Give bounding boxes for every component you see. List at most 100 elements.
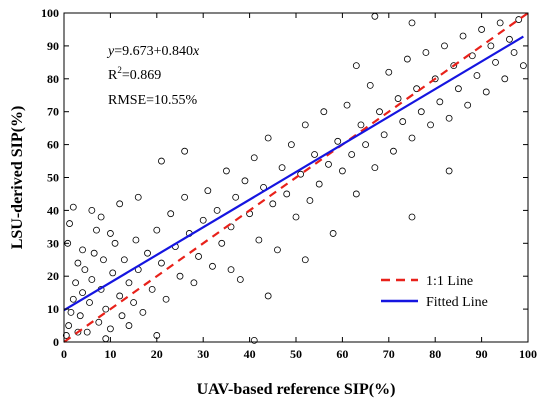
data-point bbox=[352, 190, 360, 198]
data-point bbox=[380, 131, 388, 139]
regression-equation: y=9.673+0.840x bbox=[106, 44, 200, 59]
data-point bbox=[62, 332, 70, 339]
r-squared-text: R2=0.869 bbox=[108, 65, 161, 83]
data-point bbox=[199, 216, 207, 224]
data-point bbox=[116, 292, 124, 300]
data-point bbox=[88, 206, 96, 214]
data-point bbox=[473, 72, 481, 79]
data-point bbox=[125, 279, 133, 287]
data-point bbox=[162, 295, 170, 303]
x-tick-label: 50 bbox=[290, 347, 302, 361]
data-point bbox=[79, 246, 86, 254]
data-point bbox=[90, 249, 98, 257]
data-point bbox=[427, 121, 434, 129]
data-point bbox=[132, 236, 140, 244]
x-axis-title: UAV-based reference SIP(%) bbox=[197, 381, 396, 398]
scatter-points bbox=[62, 12, 527, 344]
data-point bbox=[362, 141, 370, 149]
data-point bbox=[506, 35, 513, 43]
data-point bbox=[315, 180, 323, 188]
data-point bbox=[297, 170, 305, 178]
data-point bbox=[69, 203, 77, 211]
y-tick-label: 100 bbox=[41, 6, 59, 20]
data-point bbox=[72, 279, 79, 287]
data-point bbox=[468, 52, 476, 60]
data-point bbox=[478, 26, 486, 33]
data-point bbox=[287, 141, 295, 149]
data-point bbox=[118, 312, 126, 320]
data-point bbox=[264, 134, 272, 142]
legend-label: Fitted Line bbox=[426, 295, 488, 310]
data-point bbox=[195, 253, 202, 260]
data-point bbox=[464, 101, 472, 109]
data-point bbox=[250, 336, 258, 344]
data-point bbox=[66, 220, 73, 227]
x-tick-label: 10 bbox=[104, 347, 116, 361]
data-point bbox=[445, 167, 453, 175]
data-point bbox=[292, 213, 300, 221]
data-point bbox=[222, 167, 230, 175]
data-point bbox=[343, 101, 351, 109]
data-point bbox=[366, 81, 374, 89]
data-point bbox=[482, 88, 490, 96]
y-tick-label: 10 bbox=[47, 302, 59, 316]
data-point bbox=[454, 85, 462, 93]
rmse-text: RMSE=10.55% bbox=[108, 93, 198, 108]
regression-annotation: y=9.673+0.840x R2=0.869 RMSE=10.55% bbox=[106, 44, 200, 108]
data-point bbox=[301, 121, 309, 129]
data-point bbox=[100, 256, 107, 264]
data-point bbox=[167, 210, 175, 218]
x-tick-label: 80 bbox=[429, 347, 441, 361]
data-point bbox=[232, 193, 240, 201]
data-point bbox=[264, 292, 272, 300]
data-point bbox=[67, 308, 75, 316]
x-tick-label: 90 bbox=[476, 347, 488, 361]
data-point bbox=[209, 262, 216, 270]
y-tick-label: 50 bbox=[47, 171, 59, 185]
data-point bbox=[376, 108, 383, 116]
data-point bbox=[102, 335, 110, 343]
data-point bbox=[218, 239, 226, 247]
data-point bbox=[459, 32, 467, 40]
x-tick-label: 40 bbox=[244, 347, 256, 361]
y-tick-label: 70 bbox=[47, 105, 59, 119]
data-point bbox=[93, 226, 100, 234]
x-tick-label: 0 bbox=[61, 347, 67, 361]
data-point bbox=[213, 206, 221, 214]
x-tick-label: 30 bbox=[197, 347, 209, 361]
data-point bbox=[107, 230, 114, 237]
data-point bbox=[81, 266, 89, 274]
x-tick-label: 60 bbox=[336, 347, 348, 361]
data-point bbox=[487, 42, 495, 50]
data-point bbox=[385, 68, 393, 76]
reference-lines bbox=[63, 12, 529, 343]
data-point bbox=[329, 230, 337, 237]
data-point bbox=[352, 62, 360, 70]
one-to-one-line bbox=[63, 12, 529, 343]
data-point bbox=[255, 236, 263, 244]
data-point bbox=[408, 19, 416, 27]
data-point bbox=[181, 193, 189, 201]
data-point bbox=[158, 157, 165, 165]
data-point bbox=[269, 200, 277, 208]
data-point bbox=[492, 58, 499, 66]
data-point bbox=[338, 167, 346, 175]
data-point bbox=[95, 318, 103, 326]
data-point bbox=[510, 49, 518, 56]
data-point bbox=[334, 137, 342, 145]
data-point bbox=[139, 308, 147, 316]
data-point bbox=[74, 259, 82, 267]
data-point bbox=[436, 98, 444, 106]
data-point bbox=[74, 328, 82, 336]
data-point bbox=[274, 246, 281, 254]
y-tick-label: 0 bbox=[53, 335, 59, 349]
data-point bbox=[69, 295, 77, 303]
data-point bbox=[450, 62, 458, 70]
data-point bbox=[130, 299, 138, 306]
data-point bbox=[250, 154, 258, 162]
data-point bbox=[65, 322, 73, 329]
x-tick-label: 70 bbox=[383, 347, 395, 361]
data-point bbox=[403, 55, 411, 63]
data-point bbox=[158, 259, 165, 267]
data-point bbox=[408, 213, 416, 221]
